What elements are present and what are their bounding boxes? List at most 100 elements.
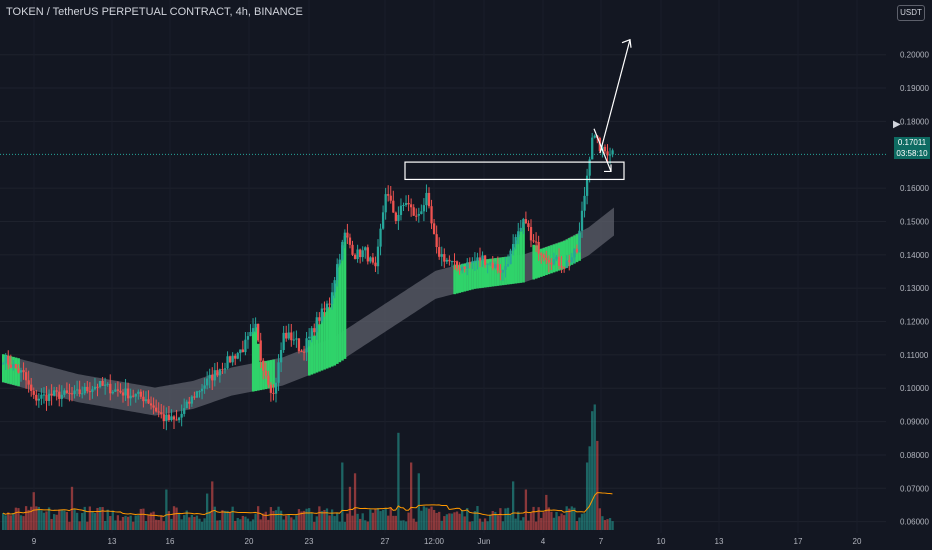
resistance-zone-box[interactable] [404,161,625,181]
band-highlight [560,241,564,270]
candle-body [246,336,250,340]
volume-bar [601,516,604,530]
band-highlight [514,240,518,284]
candle-body [287,332,290,339]
volume-ma-line [2,492,613,517]
candle-body [155,407,158,412]
candle-body [208,374,211,379]
volume-bar [486,521,489,530]
price-axis[interactable]: 0.20000 0.19000 0.18000 0.16000 0.15000 0.140… [900,51,929,527]
candle-body [78,389,81,395]
candle-body [241,349,244,353]
volume-bar [274,510,278,530]
volume-bar [522,517,525,530]
chart-title: TOKEN / TetherUS PERPETUAL CONTRACT, 4h,… [6,6,303,18]
scroll-right-icon[interactable]: ▶ [893,119,901,130]
volume-bar [200,521,204,530]
volume-bar [483,518,487,530]
volume-bar [389,507,392,530]
volume-bar [494,511,497,530]
time-tick-label: Jun [478,537,491,546]
band-highlight [461,264,464,293]
time-axis[interactable]: 9 13 16 20 23 27 12:00 Jun 4 7 10 13 17 20 [32,537,862,546]
candle-body [132,395,135,397]
candle-body [17,368,20,373]
candle-body [119,390,122,393]
volume-bar [290,517,293,530]
volume-bar [139,508,142,530]
volume-bar [315,516,318,530]
price-tick-label: 0.15000 [900,217,929,226]
band-highlight [466,262,469,291]
candle-body [277,362,280,383]
candle-body [12,364,15,368]
volume-bar [208,511,211,530]
candle-body [573,248,576,258]
volume-bar [591,411,594,530]
candle-body [537,241,540,254]
bar-countdown: 03:58:10 [896,149,928,158]
volume-bar [593,404,596,530]
price-tick-label: 0.12000 [900,318,929,327]
candle-body [236,353,239,359]
candle-body [532,240,535,242]
volume-bar [24,506,28,530]
volume-bar [47,507,51,530]
candle-body [468,262,471,264]
time-tick-label: 27 [381,537,390,546]
volume-bar [336,513,339,530]
band-highlight [537,249,541,278]
volume-bar [287,514,290,530]
volume-bar [512,481,515,530]
band-highlight [2,354,5,383]
band-highlight [458,264,462,293]
band-highlight [313,335,316,374]
volume-bar [12,512,15,530]
candle-body [524,219,528,224]
price-tick-label: 0.16000 [900,184,929,193]
band-highlight [254,327,258,392]
arrow-down-line[interactable] [593,128,612,172]
candle-body [346,232,349,238]
candle-body [356,249,359,259]
candle-body [545,257,548,260]
candle-body [366,247,369,262]
candle-body [279,349,283,363]
candle-body [496,264,499,271]
candle-body [134,393,137,397]
volume-bar [4,515,7,530]
arrow-up-line[interactable] [599,39,631,154]
volume-bar [578,517,581,530]
volume-bar [308,508,311,530]
band-highlight [476,260,479,289]
candle-body [547,259,550,263]
volume-bar [608,518,612,530]
candle-body [430,206,433,224]
candle-body [68,392,71,394]
volume-bar [435,512,438,530]
band-highlight [509,253,513,285]
band-highlight [570,236,574,265]
band-highlight [310,331,314,375]
candle-body [542,254,545,258]
candle-body [369,257,372,262]
candle-body [593,135,596,138]
band-highlight [468,262,472,291]
candle-body [353,254,357,259]
candle-body [70,393,74,395]
volume-bar [320,511,324,530]
candle-body [481,255,484,261]
candle-body [98,380,102,388]
currency-badge[interactable]: USDT [897,5,925,21]
volume-bar [86,521,89,530]
band-highlight [336,267,339,364]
volume-bar [563,515,566,530]
volume-bar [160,515,163,530]
volume-bar [420,510,423,530]
price-tick-label: 0.11000 [900,351,929,360]
volume-bar [152,511,155,530]
volume-bar [540,517,543,530]
candle-body [267,375,270,385]
candle-body [81,393,84,395]
